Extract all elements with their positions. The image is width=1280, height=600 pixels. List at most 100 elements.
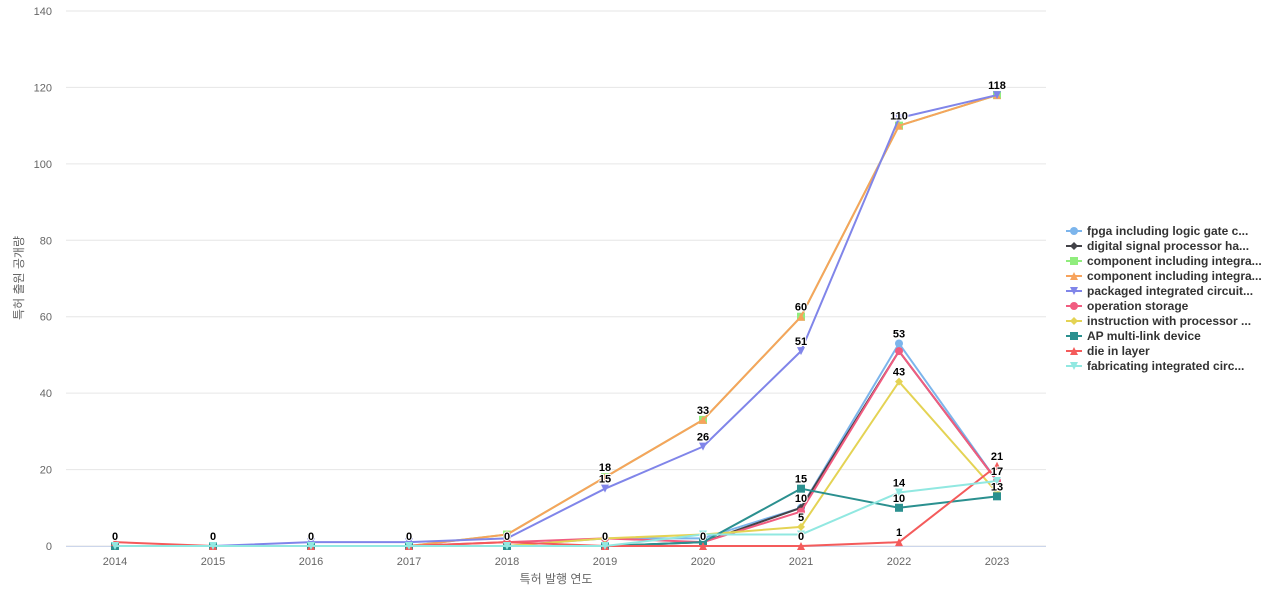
- legend-label: die in layer: [1087, 344, 1150, 358]
- data-point: [993, 492, 1001, 501]
- data-point: [797, 507, 805, 516]
- data-point: [993, 461, 1001, 470]
- data-point: [895, 347, 903, 356]
- series-line: [114, 487, 998, 547]
- data-label: 13: [991, 481, 1003, 493]
- x-axis-title: 특허 발행 연도: [520, 571, 593, 586]
- x-tick-label: 2022: [887, 556, 911, 568]
- x-tick-label: 2014: [103, 556, 127, 568]
- data-point: [699, 530, 707, 539]
- data-label: 26: [697, 432, 709, 444]
- legend-item[interactable]: AP multi-link device: [1066, 329, 1201, 343]
- legend-item[interactable]: operation storage: [1066, 299, 1189, 313]
- data-point: [993, 477, 1001, 486]
- data-label: 14: [893, 478, 906, 490]
- series-1: [111, 339, 1001, 550]
- data-point: [209, 542, 217, 550]
- series-4: [111, 91, 1001, 550]
- data-point: [503, 542, 511, 550]
- data-label: 110: [890, 111, 908, 123]
- y-axis-title: 특허 출원 공개량: [12, 236, 26, 320]
- series-line: [114, 350, 998, 547]
- data-label: 17: [991, 466, 1003, 478]
- data-point: [895, 488, 903, 497]
- y-tick-label: 80: [40, 235, 52, 247]
- series-10: [111, 477, 1001, 550]
- x-tick-label: 2021: [789, 556, 813, 568]
- legend-item[interactable]: fpga including logic gate c...: [1066, 224, 1248, 238]
- data-point: [699, 542, 707, 550]
- legend-item[interactable]: die in layer: [1066, 344, 1150, 358]
- data-point: [307, 542, 315, 550]
- data-label: 0: [798, 531, 804, 543]
- data-point: [895, 538, 903, 547]
- series-2: [111, 347, 1001, 550]
- data-label: 43: [893, 367, 905, 379]
- x-tick-label: 2018: [495, 556, 519, 568]
- legend-item[interactable]: component including integra...: [1066, 254, 1262, 268]
- legend-marker: [1070, 227, 1078, 235]
- x-tick-label: 2015: [201, 556, 225, 568]
- data-label: 10: [893, 493, 905, 505]
- series-5: [111, 91, 1001, 550]
- x-tick-label: 2017: [397, 556, 421, 568]
- data-label: 51: [795, 336, 807, 348]
- legend-label: fpga including logic gate c...: [1087, 224, 1248, 238]
- legend-item[interactable]: component including integra...: [1066, 269, 1262, 283]
- legend-marker: [1070, 362, 1078, 370]
- legend-marker: [1070, 302, 1078, 310]
- legend-label: packaged integrated circuit...: [1087, 284, 1253, 298]
- data-point: [797, 530, 805, 539]
- data-label: 15: [599, 474, 611, 486]
- data-point: [797, 312, 805, 321]
- data-point: [699, 415, 707, 424]
- data-point: [601, 473, 609, 482]
- y-tick-label: 120: [34, 82, 52, 94]
- legend-marker: [1070, 242, 1078, 250]
- x-tick-label: 2019: [593, 556, 617, 568]
- legend-item[interactable]: instruction with processor ...: [1066, 314, 1251, 328]
- series-6: [111, 347, 1001, 550]
- data-label: 0: [504, 531, 510, 543]
- data-point: [699, 442, 707, 451]
- data-label: 53: [893, 328, 905, 340]
- data-label: 21: [991, 451, 1003, 463]
- data-label: 18: [599, 462, 611, 474]
- legend: fpga including logic gate c...digital si…: [1066, 224, 1262, 373]
- y-axis: 0 20 40 60 80 100 120 140: [34, 6, 52, 553]
- data-point: [601, 534, 609, 543]
- data-point: [895, 503, 903, 512]
- legend-label: fabricating integrated circ...: [1087, 359, 1244, 373]
- data-label: 118: [988, 80, 1006, 92]
- legend-label: component including integra...: [1087, 269, 1262, 283]
- data-point: [797, 542, 805, 550]
- data-point: [797, 347, 805, 356]
- y-tick-label: 100: [34, 159, 52, 171]
- data-label: 33: [697, 405, 709, 417]
- data-label: 0: [308, 531, 314, 543]
- data-label: 15: [795, 474, 807, 486]
- data-label: 5: [798, 512, 804, 524]
- data-point: [405, 542, 413, 550]
- x-tick-label: 2020: [691, 556, 715, 568]
- series-line: [114, 94, 998, 547]
- data-point: [601, 484, 609, 493]
- data-point: [797, 522, 805, 531]
- y-tick-label: 20: [40, 465, 52, 477]
- series-group: [111, 91, 1001, 550]
- legend-marker: [1070, 272, 1078, 280]
- y-tick-label: 40: [40, 388, 52, 400]
- legend-item[interactable]: fabricating integrated circ...: [1066, 359, 1244, 373]
- legend-marker: [1070, 287, 1078, 295]
- series-line: [114, 94, 998, 547]
- series-line: [114, 94, 998, 547]
- data-label: 0: [406, 531, 412, 543]
- data-label: 0: [602, 531, 608, 543]
- legend-item[interactable]: packaged integrated circuit...: [1066, 284, 1253, 298]
- legend-item[interactable]: digital signal processor ha...: [1066, 239, 1249, 253]
- y-tick-label: 60: [40, 312, 52, 324]
- y-tick-label: 0: [46, 541, 52, 553]
- legend-marker: [1070, 332, 1078, 340]
- series-3: [111, 91, 1001, 550]
